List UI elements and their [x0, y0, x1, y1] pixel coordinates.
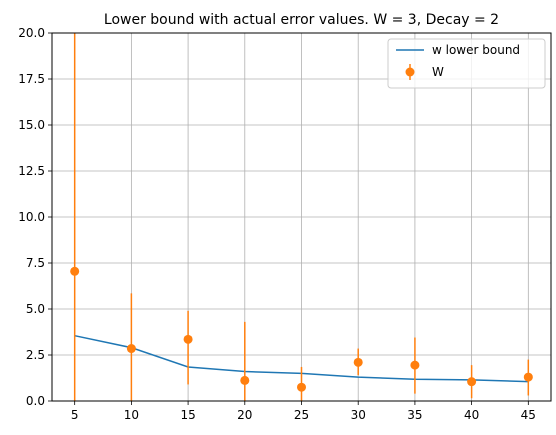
data-point — [523, 372, 533, 382]
x-tick-label: 45 — [521, 408, 536, 422]
y-tick-label: 2.5 — [26, 348, 45, 362]
y-tick-label: 10.0 — [18, 210, 45, 224]
legend-label-w: W — [432, 65, 444, 79]
data-point — [353, 357, 363, 367]
legend-label-w-lower-bound: w lower bound — [432, 43, 520, 57]
data-point — [467, 377, 477, 387]
x-tick-label: 40 — [464, 408, 479, 422]
y-tick-label: 5.0 — [26, 302, 45, 316]
y-tick-label: 15.0 — [18, 118, 45, 132]
plot-area — [70, 33, 533, 401]
y-tick-label: 0.0 — [26, 394, 45, 408]
data-point — [183, 334, 193, 344]
x-tick-label: 15 — [180, 408, 195, 422]
legend-marker-swatch — [405, 67, 415, 77]
data-point — [410, 360, 420, 370]
x-tick-label: 25 — [294, 408, 309, 422]
x-tick-label: 35 — [407, 408, 422, 422]
axis-ticks: 5 10 15 20 25 30 35 40 45 0.0 2.5 5.0 7.5 10.0 12.5 15.… — [18, 26, 536, 422]
x-tick-label: 20 — [237, 408, 252, 422]
y-tick-label: 12.5 — [18, 164, 45, 178]
y-tick-label: 17.5 — [18, 72, 45, 86]
x-tick-label: 10 — [124, 408, 139, 422]
data-point — [297, 382, 306, 392]
data-point — [126, 344, 136, 354]
y-tick-label: 20.0 — [18, 26, 45, 40]
legend-box — [387, 38, 546, 89]
x-tick-label: 5 — [71, 408, 79, 422]
series-group — [70, 33, 533, 401]
data-point — [70, 266, 80, 276]
data-point — [240, 375, 250, 385]
x-tick-label: 30 — [351, 408, 366, 422]
y-tick-label: 7.5 — [26, 256, 45, 270]
legend: w lower bound W — [387, 38, 546, 89]
chart-title: Lower bound with actual error values. W … — [104, 12, 499, 28]
